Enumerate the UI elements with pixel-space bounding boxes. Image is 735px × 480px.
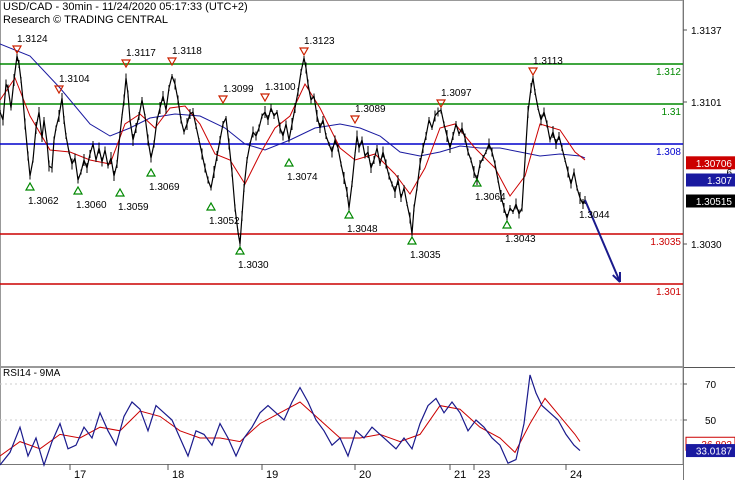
- ma-slow-line: [0, 43, 586, 159]
- peak-label: 1.3118: [172, 46, 202, 57]
- trough-label: 1.3043: [505, 234, 536, 245]
- trough-marker: [283, 157, 295, 167]
- price-annotation: 1.3044: [579, 210, 610, 221]
- rsi-tag-label: 33.0187: [696, 447, 733, 458]
- peak-label: 1.3117: [126, 48, 156, 59]
- trough-marker: [24, 181, 36, 191]
- price-tick-label: 1.3101: [691, 98, 722, 109]
- peak-label: 1.3104: [59, 74, 90, 85]
- rsi-ma-line: [0, 397, 581, 457]
- trough-marker: [501, 219, 513, 229]
- trough-label: 1.3052: [209, 216, 240, 227]
- peak-label: 1.3099: [223, 84, 254, 95]
- time-tick-label: 21: [454, 469, 466, 480]
- peak-marker: [259, 93, 271, 103]
- peak-marker: [298, 47, 310, 57]
- trough-marker: [471, 177, 483, 187]
- time-tick-label: 19: [266, 469, 278, 480]
- peak-marker: [166, 57, 178, 67]
- price-tag-label: 1.307: [707, 176, 732, 187]
- peak-marker: [349, 115, 361, 125]
- chart-title: USD/CAD - 30min - 11/24/2020 05:17:33 (U…: [3, 1, 248, 13]
- projection-arrow: [584, 199, 621, 283]
- time-tick-label: 20: [359, 469, 371, 480]
- peak-label: 1.3124: [17, 34, 48, 45]
- peak-label: 1.3123: [304, 36, 335, 47]
- peak-marker: [435, 99, 447, 109]
- rsi-label: RSI14 - 9MA: [3, 368, 61, 379]
- trough-label: 1.3030: [238, 260, 269, 271]
- trough-label: 1.3074: [287, 172, 318, 183]
- price-tick-label: 1.3137: [691, 26, 722, 37]
- level-label: 1.3035: [650, 237, 681, 248]
- rsi-tick-label: 50: [705, 416, 717, 427]
- rsi-line: [0, 374, 581, 467]
- trough-label: 1.3048: [347, 224, 378, 235]
- price-tag-label: 1.30515: [696, 197, 733, 208]
- level-label: 1.312: [656, 67, 681, 78]
- price-tick-label: 1.3030: [691, 240, 722, 251]
- ma-fast-line: [0, 76, 586, 197]
- time-tick-label: 24: [570, 469, 582, 480]
- time-tick-label: 17: [74, 469, 86, 480]
- trough-marker: [205, 201, 217, 211]
- peak-label: 1.3097: [441, 88, 472, 99]
- peak-label: 1.3113: [533, 56, 563, 67]
- trough-label: 1.3059: [118, 202, 149, 213]
- trough-label: 1.3062: [28, 196, 59, 207]
- peak-label: 1.3100: [265, 82, 296, 93]
- trough-marker: [114, 187, 126, 197]
- price-panel-frame: [0, 0, 684, 367]
- trough-marker: [406, 235, 418, 245]
- peak-marker: [217, 95, 229, 105]
- price-tag: [686, 173, 735, 187]
- trough-marker: [234, 245, 246, 255]
- level-label: 1.308: [656, 147, 681, 158]
- trough-label: 1.3060: [76, 200, 107, 211]
- peak-label: 1.3089: [355, 104, 386, 115]
- rsi-panel-frame: [0, 367, 684, 465]
- trough-marker: [343, 209, 355, 219]
- rsi-tag: [686, 444, 735, 458]
- peak-marker: [53, 85, 65, 95]
- peak-marker: [120, 59, 132, 69]
- chart-source: Research © TRADING CENTRAL: [3, 14, 168, 26]
- trough-label: 1.3035: [410, 250, 441, 261]
- trough-marker: [145, 167, 157, 177]
- time-tick-label: 18: [172, 469, 184, 480]
- price-tag-label: 1.30706: [696, 159, 733, 170]
- level-label: 1.31: [662, 107, 682, 118]
- peak-marker: [527, 67, 539, 77]
- projection-arrowhead: [612, 271, 621, 283]
- rsi-tick-label: 70: [705, 380, 717, 391]
- trough-label: 1.3064: [475, 192, 506, 203]
- peak-marker: [11, 45, 23, 55]
- price-tag: [686, 194, 735, 208]
- time-tick-label: 23: [478, 469, 490, 480]
- trough-marker: [72, 185, 84, 195]
- level-label: 1.301: [656, 287, 681, 298]
- price-tag: [686, 156, 735, 170]
- trough-label: 1.3069: [149, 182, 180, 193]
